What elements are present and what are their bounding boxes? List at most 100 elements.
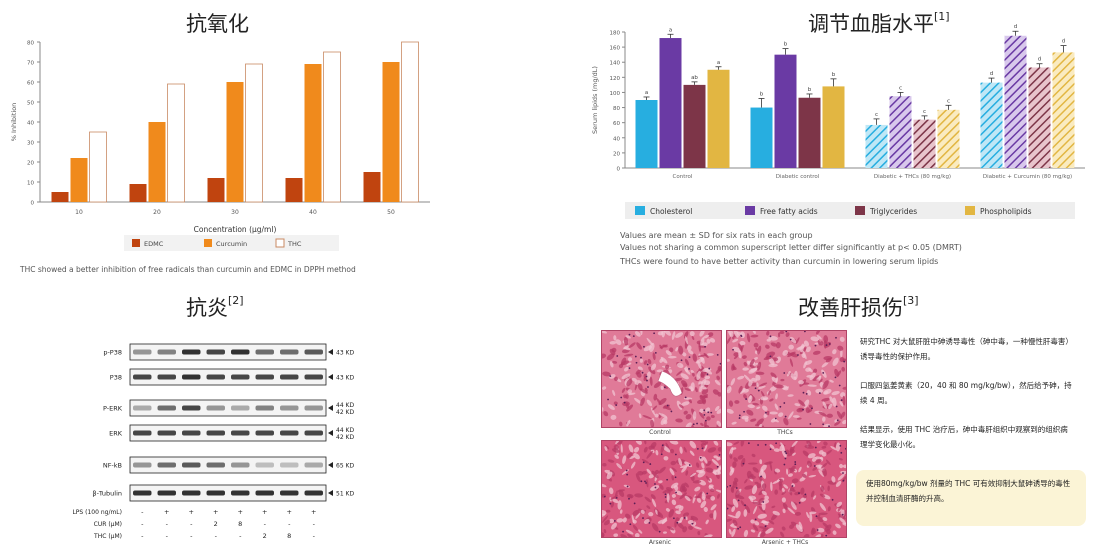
- tissue-nucleus: [616, 355, 619, 357]
- tissue-cell: [685, 422, 692, 427]
- arrow-icon: [328, 462, 333, 468]
- tissue-cell: [655, 450, 659, 456]
- tissue-cell: [795, 524, 803, 532]
- tissue-nucleus: [745, 398, 748, 400]
- tissue-cell: [822, 517, 828, 522]
- y-tick-label: 100: [610, 91, 621, 97]
- tissue-cell: [752, 402, 759, 406]
- tissue-cell: [747, 404, 755, 409]
- tissue-cell: [611, 522, 617, 530]
- tissue-cell: [663, 331, 671, 336]
- treatment-label: THC (μM): [93, 533, 122, 540]
- tissue-cell: [618, 489, 625, 497]
- bar-thc: [167, 83, 185, 203]
- tissue-cell: [613, 401, 618, 406]
- tissue-cell: [692, 372, 695, 377]
- tissue-nucleus: [661, 444, 664, 447]
- tissue-cell: [755, 371, 765, 375]
- significance-letter: d: [1062, 39, 1066, 45]
- tissue-cell: [743, 509, 748, 517]
- tissue-cell: [727, 518, 733, 522]
- treatment-cell: -: [190, 520, 193, 528]
- tissue-cell: [732, 461, 737, 468]
- tissue-nucleus: [691, 522, 694, 525]
- blot-strip: [129, 368, 327, 386]
- inflammation-title: 抗炎[2]: [186, 292, 244, 322]
- tissue-nucleus: [609, 502, 612, 505]
- tissue-cell: [665, 364, 670, 370]
- tissue-nucleus: [688, 356, 691, 359]
- tissue-nucleus: [836, 419, 839, 422]
- tissue-cell: [787, 351, 796, 358]
- tissue-nucleus: [769, 335, 772, 338]
- tissue-cell: [620, 444, 623, 453]
- tissue-cell: [687, 345, 692, 351]
- tissue-cell: [634, 533, 640, 537]
- tissue-cell: [752, 331, 756, 334]
- tissue-nucleus: [818, 392, 821, 394]
- tissue-nucleus: [740, 334, 742, 337]
- tissue-cell: [756, 382, 759, 387]
- tissue-nucleus: [645, 482, 647, 484]
- lipid-chart: 0 20 40 60 80 100 120 140 160 180 Serum lipids (mg…: [591, 24, 1085, 219]
- liver-caption-thcs: THCs: [777, 429, 793, 436]
- tissue-cell: [657, 511, 664, 519]
- tissue-cell: [650, 485, 660, 491]
- tissue-nucleus: [640, 480, 643, 483]
- tissue-nucleus: [742, 462, 745, 465]
- tissue-cell: [750, 418, 757, 422]
- tissue-cell: [758, 385, 766, 389]
- x-tick-label: 50: [387, 209, 395, 216]
- tissue-cell: [612, 360, 618, 364]
- tissue-cell: [658, 480, 663, 484]
- tissue-cell: [802, 494, 807, 499]
- tissue-cell: [619, 421, 623, 427]
- lipid-note-2: Values not sharing a common superscript …: [620, 243, 962, 252]
- tissue-nucleus: [664, 493, 667, 496]
- tissue-cell: [825, 357, 832, 363]
- tissue-cell: [684, 366, 689, 373]
- tissue-cell: [638, 413, 642, 419]
- tissue-cell: [627, 533, 634, 537]
- tissue-cell: [783, 484, 789, 489]
- treatment-cell: -: [166, 532, 169, 540]
- tissue-cell: [733, 331, 739, 338]
- significance-letter: d: [1014, 24, 1018, 30]
- tissue-nucleus: [643, 345, 645, 348]
- tissue-cell: [823, 335, 829, 344]
- tissue-cell: [798, 399, 806, 407]
- significance-letter: ab: [691, 75, 698, 81]
- tissue-nucleus: [783, 463, 786, 466]
- tissue-nucleus: [764, 525, 767, 528]
- arrow-icon: [328, 490, 333, 496]
- tissue-cell: [602, 353, 607, 359]
- tissue-cell: [625, 335, 631, 339]
- tissue-cell: [810, 336, 820, 342]
- tissue-cell: [703, 334, 710, 339]
- tissue-cell: [659, 484, 664, 490]
- tissue-nucleus: [735, 487, 738, 489]
- treatment-cell: +: [164, 508, 169, 516]
- tissue-cell: [805, 346, 811, 353]
- tissue-cell: [814, 534, 822, 537]
- tissue-cell: [676, 362, 684, 368]
- tissue-cell: [823, 441, 828, 446]
- tissue-cell: [716, 375, 721, 381]
- tissue-cell: [627, 357, 633, 362]
- tissue-cell: [610, 414, 617, 420]
- bar-curcumin: [304, 64, 322, 202]
- tissue-cell: [660, 416, 668, 425]
- tissue-cell: [789, 488, 796, 492]
- tissue-cell: [756, 406, 761, 410]
- tissue-cell: [621, 373, 631, 380]
- bar-edmc: [363, 172, 381, 202]
- tissue-cell: [774, 468, 781, 473]
- tissue-cell: [609, 374, 616, 379]
- blot-band: [157, 374, 176, 380]
- tissue-cell: [692, 353, 697, 362]
- tissue-cell: [658, 466, 666, 474]
- tissue-nucleus: [794, 461, 797, 463]
- antioxidant-caption: THC showed a better inhibition of free r…: [20, 265, 356, 274]
- blot-band: [206, 349, 225, 355]
